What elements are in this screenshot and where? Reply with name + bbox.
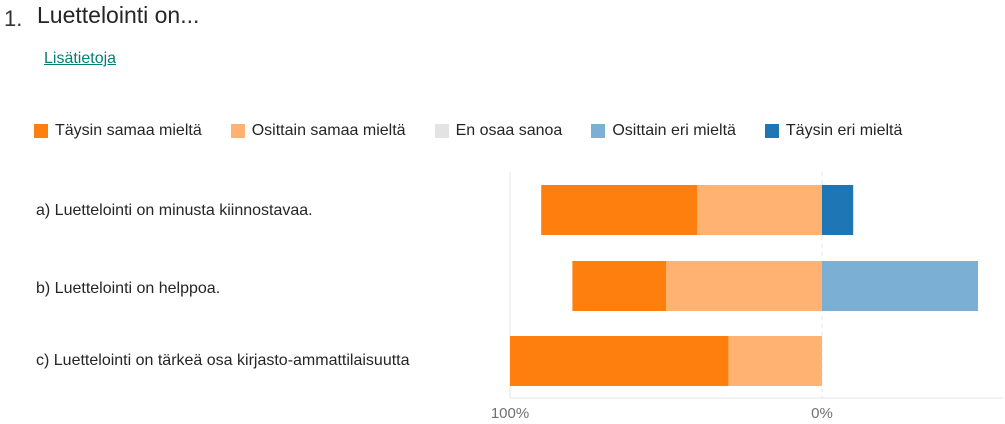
legend-item-partly-agree[interactable]: Osittain samaa mieltä bbox=[230, 122, 406, 140]
question-number: 1. bbox=[4, 6, 23, 31]
bar-segment bbox=[697, 185, 822, 235]
legend-label: Täysin samaa mieltä bbox=[55, 122, 202, 139]
chart-legend: Täysin samaa mieltä Osittain samaa mielt… bbox=[34, 121, 902, 141]
more-info-link[interactable]: Lisätietoja bbox=[44, 50, 117, 67]
legend-label: Täysin eri mieltä bbox=[785, 122, 903, 139]
bar-segment bbox=[541, 185, 698, 235]
row-label-b: b) Luettelointi on helppoa. bbox=[36, 280, 221, 297]
legend-swatch bbox=[230, 124, 245, 138]
bar-segment bbox=[822, 261, 978, 311]
legend-item-partly-disagree[interactable]: Osittain eri mieltä bbox=[591, 122, 736, 140]
bar-segment bbox=[666, 261, 822, 311]
legend-item-fully-agree[interactable]: Täysin samaa mieltä bbox=[34, 122, 202, 140]
row-label-c: c) Luettelointi on tärkeä osa kirjasto-a… bbox=[36, 352, 410, 369]
legend-item-dont-know[interactable]: En osaa sanoa bbox=[434, 122, 563, 140]
bar-segment bbox=[822, 185, 854, 235]
legend-label: Osittain samaa mieltä bbox=[251, 122, 406, 139]
legend-swatch bbox=[764, 124, 779, 138]
bar-segment bbox=[572, 261, 666, 311]
x-tick-label-0: 0% bbox=[811, 405, 833, 422]
legend-item-fully-disagree[interactable]: Täysin eri mieltä bbox=[764, 122, 903, 140]
legend-swatch bbox=[591, 124, 606, 138]
question-title: Luettelointi on... bbox=[37, 2, 200, 28]
legend-label: Osittain eri mieltä bbox=[612, 122, 736, 139]
bar-segment bbox=[510, 336, 729, 386]
legend-label: En osaa sanoa bbox=[455, 122, 563, 139]
row-label-a: a) Luettelointi on minusta kiinnostavaa. bbox=[36, 202, 313, 219]
x-tick-label-100: 100% bbox=[491, 405, 529, 422]
bar-segment bbox=[728, 336, 822, 386]
legend-swatch bbox=[34, 124, 48, 138]
legend-swatch bbox=[434, 124, 449, 138]
